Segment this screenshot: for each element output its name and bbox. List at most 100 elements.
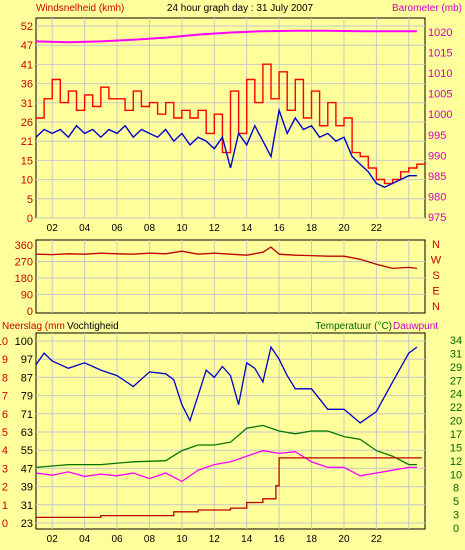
y-tick-label-barometer: 1000 — [428, 109, 452, 121]
y-tick-label-barometer: 985 — [428, 171, 446, 183]
y-tick-label-temperature: 31 — [450, 348, 462, 360]
x-tick-label: 02 — [47, 534, 59, 545]
y-tick-label-rain: 7 — [2, 391, 8, 403]
y-tick-label-wind: 0 — [27, 213, 33, 225]
y-tick-label-rain: 1 — [2, 500, 8, 512]
x-tick-label: 20 — [338, 534, 350, 545]
compass-label: N — [432, 239, 440, 251]
y-tick-label-direction: 270 — [15, 257, 33, 269]
temperature-axis-label: Temperatuur (°C) — [315, 321, 392, 332]
y-tick-label-wind: 36 — [21, 79, 33, 91]
y-tick-label-humidity: 100 — [15, 336, 33, 348]
y-tick-label-wind: 5 — [27, 194, 33, 206]
x-tick-label: 18 — [306, 223, 318, 234]
y-tick-label-rain: 9 — [2, 354, 8, 366]
y-tick-label-rain: 3 — [2, 463, 8, 475]
panel-humidity-frame — [35, 332, 426, 530]
y-tick-label-barometer: 990 — [428, 150, 446, 162]
y-tick-label-humidity: 31 — [21, 500, 33, 512]
y-tick-label-wind: 15 — [21, 155, 33, 167]
y-tick-label-temperature: 34 — [450, 335, 462, 347]
y-tick-label-temperature: 29 — [450, 362, 462, 374]
y-tick-label-direction: 360 — [15, 240, 33, 252]
y-tick-label-rain: 2 — [2, 482, 8, 494]
y-tick-label-rain: 5 — [2, 427, 8, 439]
rain-axis-label: Neerslag (mm — [2, 321, 65, 332]
y-tick-label-temperature: 5 — [453, 496, 459, 508]
y-tick-label-wind: 21 — [21, 136, 33, 148]
y-tick-label-barometer: 1010 — [428, 68, 452, 80]
y-tick-label-humidity: 87 — [21, 372, 33, 384]
x-tick-label: 22 — [371, 534, 383, 545]
y-tick-label-barometer: 1015 — [428, 48, 452, 60]
y-tick-label-direction: 0 — [27, 306, 33, 318]
y-tick-label-barometer: 975 — [428, 212, 446, 224]
y-tick-label-barometer: 995 — [428, 130, 446, 142]
x-tick-label: 04 — [79, 223, 91, 234]
humidity-axis-label: Vochtigheid — [67, 321, 119, 332]
y-tick-label-barometer: 1005 — [428, 89, 452, 101]
compass-label: N — [432, 301, 440, 313]
x-tick-label: 12 — [209, 223, 221, 234]
x-tick-label: 14 — [241, 534, 253, 545]
y-tick-label-barometer: 980 — [428, 191, 446, 203]
x-tick-label: 16 — [274, 223, 286, 234]
series-line-windsnelheid — [36, 63, 425, 185]
y-tick-label-wind: 10 — [21, 175, 33, 187]
y-tick-label-wind: 47 — [21, 40, 33, 52]
y-tick-label-direction: 180 — [15, 273, 33, 285]
compass-label: W — [431, 255, 442, 267]
y-tick-label-temperature: 3 — [453, 510, 459, 522]
y-tick-label-humidity: 97 — [21, 354, 33, 366]
y-tick-label-wind: 52 — [21, 21, 33, 33]
y-tick-label-temperature: 10 — [450, 469, 462, 481]
y-tick-label-barometer: 1020 — [428, 27, 452, 39]
y-tick-label-humidity: 71 — [21, 409, 33, 421]
y-tick-label-rain: 6 — [2, 409, 8, 421]
y-tick-label-rain: 4 — [2, 445, 8, 457]
compass-label: S — [432, 270, 439, 282]
x-tick-label: 08 — [144, 223, 156, 234]
x-tick-label: 06 — [111, 534, 123, 545]
series-line-direction — [35, 246, 417, 270]
panel-direction-frame — [35, 239, 426, 314]
y-tick-label-humidity: 23 — [21, 518, 33, 530]
x-tick-label: 04 — [79, 534, 91, 545]
y-tick-label-humidity: 79 — [21, 391, 33, 403]
y-tick-label-rain: 10 — [0, 336, 8, 348]
y-tick-label-temperature: 27 — [450, 375, 462, 387]
x-tick-label: 16 — [274, 534, 286, 545]
y-tick-label-temperature: 0 — [453, 523, 459, 535]
y-tick-label-rain: 0 — [2, 518, 8, 530]
y-tick-label-temperature: 20 — [450, 416, 462, 428]
y-tick-label-rain: 8 — [2, 372, 8, 384]
y-tick-label-temperature: 17 — [450, 429, 462, 441]
series-line-barometer — [35, 29, 417, 44]
wind-axis-label: Windsnelheid (kmh) — [36, 3, 124, 14]
y-tick-label-humidity: 55 — [21, 445, 33, 457]
y-tick-label-temperature: 8 — [453, 483, 459, 495]
x-tick-label: 12 — [209, 534, 221, 545]
y-tick-label-temperature: 22 — [450, 402, 462, 414]
y-tick-label-temperature: 12 — [450, 456, 462, 468]
y-tick-label-humidity: 47 — [21, 463, 33, 475]
y-tick-label-wind: 26 — [21, 117, 33, 129]
barometer-axis-label: Barometer (mb) — [392, 3, 462, 14]
compass-label: E — [432, 286, 439, 298]
x-tick-label: 10 — [176, 223, 188, 234]
y-tick-label-temperature: 15 — [450, 442, 462, 454]
y-tick-label-direction: 90 — [21, 290, 33, 302]
x-tick-label: 18 — [306, 534, 318, 545]
x-tick-label: 06 — [111, 223, 123, 234]
x-tick-label: 08 — [144, 534, 156, 545]
x-tick-label: 22 — [371, 223, 383, 234]
y-tick-label-humidity: 63 — [21, 427, 33, 439]
y-tick-label-wind: 31 — [21, 98, 33, 110]
series-line-dauwpunt — [35, 449, 417, 483]
x-tick-label: 02 — [47, 223, 59, 234]
x-tick-label: 14 — [241, 223, 253, 234]
series-line-vochtigheid — [35, 345, 418, 424]
series-line-neerslag — [36, 457, 422, 519]
